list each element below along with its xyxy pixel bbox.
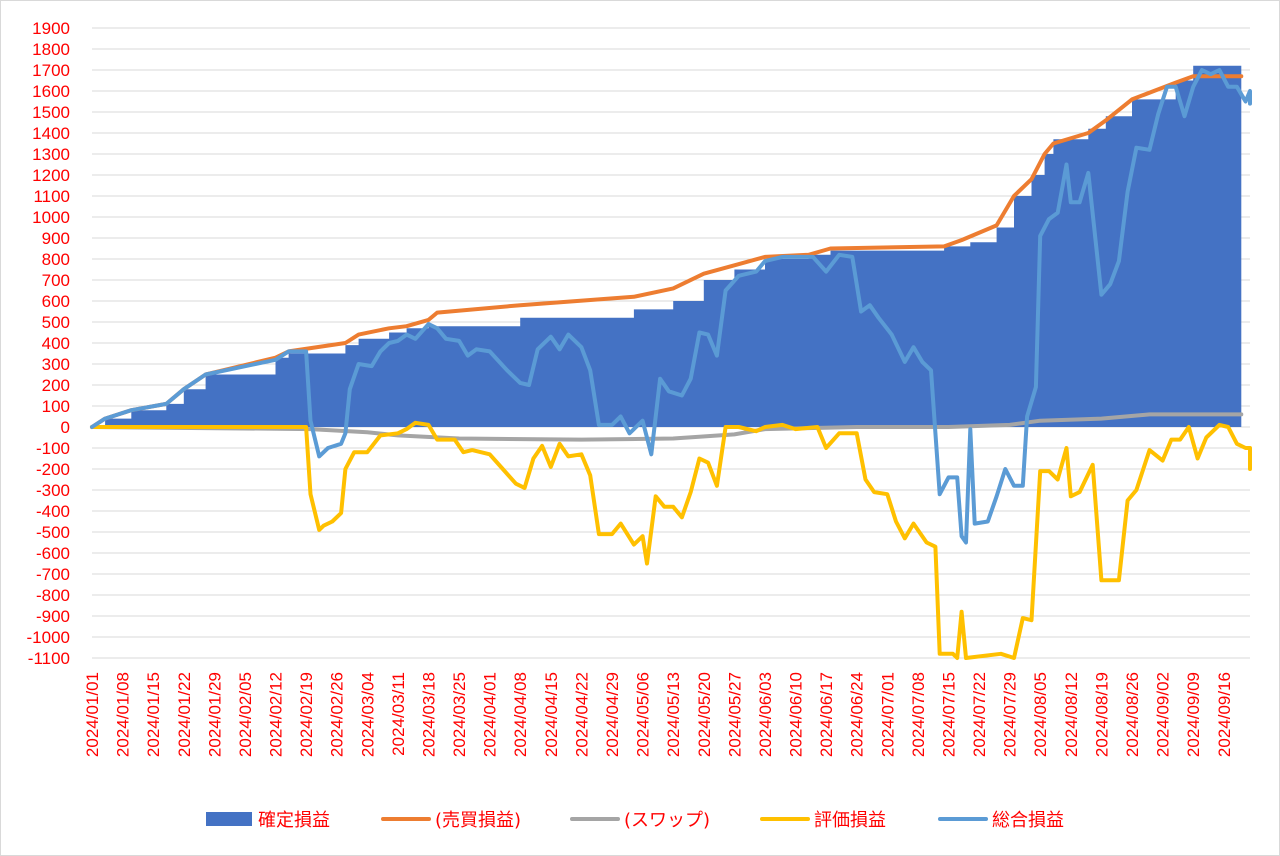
y-tick-label: 1800 bbox=[32, 40, 70, 59]
x-tick-label: 2024/04/22 bbox=[572, 672, 591, 757]
x-tick-label: 2024/07/08 bbox=[909, 672, 928, 757]
y-tick-label: 300 bbox=[42, 355, 70, 374]
x-tick-label: 2024/05/20 bbox=[695, 672, 714, 757]
y-tick-label: 1900 bbox=[32, 19, 70, 38]
x-tick-label: 2024/02/12 bbox=[267, 672, 286, 757]
series-line-sogo bbox=[90, 68, 1252, 545]
y-tick-label: -500 bbox=[36, 523, 70, 542]
x-tick-label: 2024/06/17 bbox=[817, 672, 836, 757]
y-tick-label: -300 bbox=[36, 481, 70, 500]
series-layer bbox=[90, 65, 1252, 660]
x-tick-label: 2024/02/19 bbox=[297, 672, 316, 757]
x-tick-label: 2024/04/08 bbox=[511, 672, 530, 757]
x-tick-label: 2024/08/05 bbox=[1031, 672, 1050, 757]
y-tick-label: 1000 bbox=[32, 208, 70, 227]
y-tick-label: -1100 bbox=[28, 649, 70, 668]
series-area-kakutei bbox=[92, 65, 1242, 428]
x-tick-label: 2024/07/01 bbox=[878, 672, 897, 757]
legend: 確定損益 (売買損益) (スワップ) 評価損益 総合損益 bbox=[206, 810, 1064, 831]
legend-label: (売買損益) bbox=[435, 810, 521, 831]
y-tick-label: -400 bbox=[36, 502, 70, 521]
x-tick-label: 2024/01/01 bbox=[83, 672, 102, 757]
y-tick-label: 1100 bbox=[33, 187, 70, 206]
series-line-hyoka bbox=[90, 420, 1252, 660]
y-tick-label: -200 bbox=[36, 460, 70, 479]
x-tick-label: 2024/05/27 bbox=[725, 672, 744, 757]
x-tick-label: 2024/07/29 bbox=[1001, 672, 1020, 757]
y-tick-label: 200 bbox=[42, 376, 70, 395]
x-tick-label: 2024/04/29 bbox=[603, 672, 622, 757]
x-axis-ticks: 2024/01/01 2024/01/08 2024/01/15 2024/01/22… bbox=[83, 672, 1234, 757]
x-tick-label: 2024/02/05 bbox=[236, 672, 255, 757]
y-tick-label: 900 bbox=[42, 229, 70, 248]
x-tick-label: 2024/08/12 bbox=[1062, 672, 1081, 757]
x-tick-label: 2024/04/15 bbox=[542, 672, 561, 757]
x-tick-label: 2024/09/02 bbox=[1154, 672, 1173, 757]
y-tick-label: 0 bbox=[61, 418, 70, 437]
x-tick-label: 2024/05/13 bbox=[664, 672, 683, 757]
y-tick-label: 1200 bbox=[32, 166, 70, 185]
x-tick-label: 2024/03/25 bbox=[450, 672, 469, 757]
y-tick-label: 800 bbox=[42, 250, 70, 269]
y-tick-label: 1500 bbox=[32, 103, 70, 122]
y-tick-label: 1300 bbox=[32, 145, 70, 164]
x-tick-label: 2024/06/03 bbox=[756, 672, 775, 757]
y-tick-label: -800 bbox=[36, 586, 70, 605]
x-tick-label: 2024/01/08 bbox=[114, 672, 133, 757]
y-tick-label: 1600 bbox=[32, 82, 70, 101]
x-tick-label: 2024/01/15 bbox=[144, 672, 163, 757]
x-tick-label: 2024/03/18 bbox=[419, 672, 438, 757]
legend-label: 確定損益 bbox=[258, 810, 330, 831]
y-tick-label: 600 bbox=[42, 292, 70, 311]
x-tick-label: 2024/05/06 bbox=[634, 672, 653, 757]
x-tick-label: 2024/06/10 bbox=[787, 672, 806, 757]
y-tick-label: -100 bbox=[36, 439, 70, 458]
legend-label: (スワップ) bbox=[624, 810, 710, 831]
x-tick-label: 2024/01/22 bbox=[175, 672, 194, 757]
x-tick-label: 2024/02/26 bbox=[328, 672, 347, 757]
x-tick-label: 2024/01/29 bbox=[205, 672, 224, 757]
y-tick-label: -1000 bbox=[27, 628, 70, 647]
y-axis-ticks: -1100-1000-900-800-700-600-500-400-300-2… bbox=[27, 19, 70, 668]
legend-label: 評価損益 bbox=[814, 810, 886, 831]
y-tick-label: 100 bbox=[42, 397, 70, 416]
y-tick-label: 400 bbox=[42, 334, 70, 353]
x-tick-label: 2024/07/15 bbox=[939, 672, 958, 757]
x-tick-label: 2024/03/04 bbox=[358, 672, 377, 757]
x-tick-label: 2024/06/24 bbox=[848, 672, 867, 757]
x-tick-label: 2024/08/26 bbox=[1123, 672, 1142, 757]
legend-label: 総合損益 bbox=[992, 810, 1064, 831]
y-tick-label: -900 bbox=[36, 607, 70, 626]
x-tick-label: 2024/07/22 bbox=[970, 672, 989, 757]
x-tick-label: 2024/08/19 bbox=[1092, 672, 1111, 757]
y-tick-label: 700 bbox=[42, 271, 70, 290]
x-tick-label: 2024/09/16 bbox=[1215, 672, 1234, 757]
y-tick-label: 1700 bbox=[32, 61, 70, 80]
x-tick-label: 2024/04/01 bbox=[481, 672, 500, 757]
legend-swatch bbox=[206, 812, 252, 826]
y-tick-label: 1400 bbox=[32, 124, 70, 143]
y-tick-label: -600 bbox=[36, 544, 70, 563]
x-tick-label: 2024/03/11 bbox=[389, 672, 408, 756]
y-tick-label: 500 bbox=[42, 313, 70, 332]
x-tick-label: 2024/09/09 bbox=[1184, 672, 1203, 757]
y-tick-label: -700 bbox=[36, 565, 70, 584]
